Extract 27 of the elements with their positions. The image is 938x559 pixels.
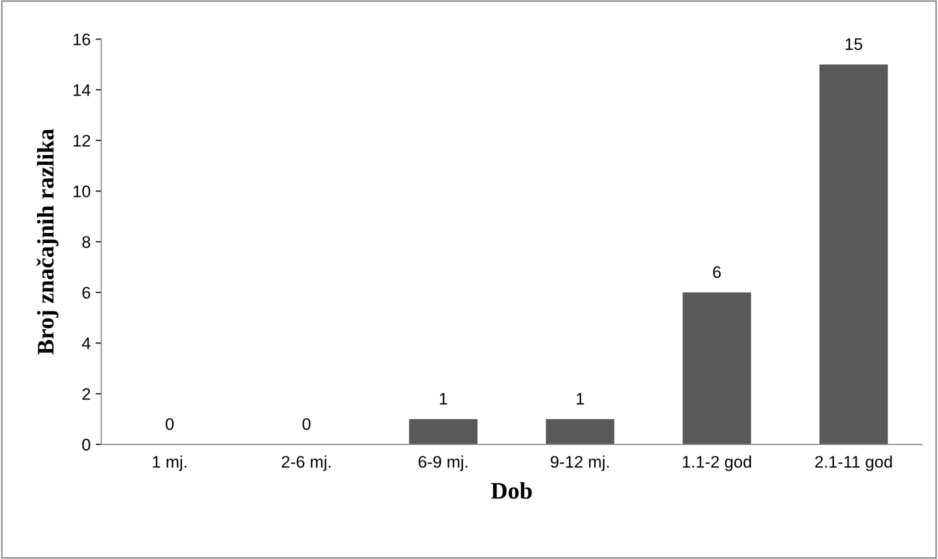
bar	[819, 64, 888, 444]
x-tick-label: 2.1-11 god	[815, 456, 892, 472]
y-tick-label: 0	[82, 438, 90, 451]
y-tick-label: 2	[82, 388, 90, 400]
data-label: 0	[166, 418, 174, 430]
data-label: 6	[713, 266, 721, 278]
data-label: 15	[846, 38, 862, 50]
bar	[409, 419, 478, 444]
y-tick-label: 4	[82, 338, 90, 350]
x-tick-label: 1.1-2 god	[682, 456, 752, 472]
y-tick-label: 12	[74, 134, 90, 146]
x-tick-label: 1 mj.	[152, 456, 186, 472]
data-label: 1	[440, 393, 448, 405]
data-label: 0	[302, 418, 310, 430]
x-tick-label: 2-6 mj.	[282, 456, 330, 472]
x-axis-title: Dob	[491, 482, 532, 499]
y-tick-label: 16	[74, 34, 90, 46]
y-tick-label: 8	[82, 236, 90, 248]
bar	[682, 292, 752, 444]
bar	[546, 419, 614, 444]
data-label: 1	[576, 393, 584, 405]
y-axis-title: Broj značajnih razlika	[36, 128, 58, 355]
y-tick-label: 14	[74, 84, 90, 96]
y-tick-label: 10	[74, 186, 90, 198]
y-tick-label: 6	[82, 286, 90, 299]
x-tick-label: 9-12 mj.	[550, 456, 609, 472]
x-tick-label: 6-9 mj.	[418, 456, 468, 472]
